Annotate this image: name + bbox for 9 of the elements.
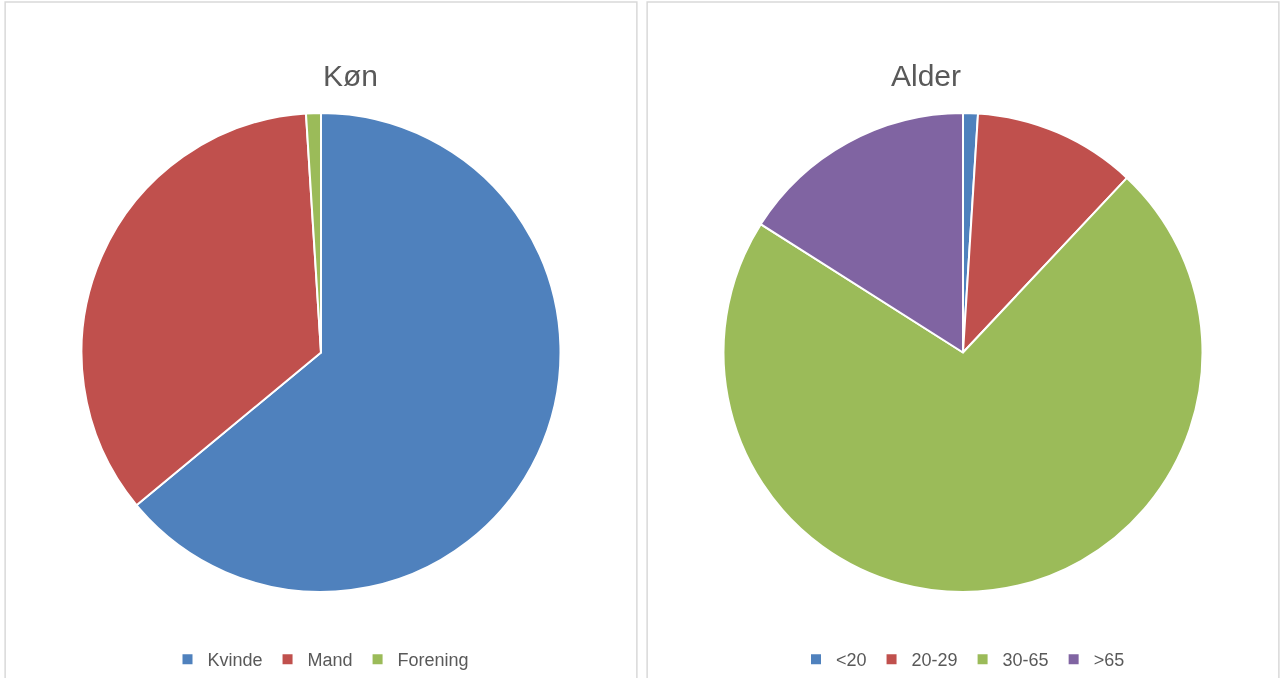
- legend-label: Mand: [307, 650, 353, 671]
- chart-title: Alder: [891, 59, 962, 92]
- chart-title: Køn: [323, 59, 379, 92]
- legend-label: >65: [1093, 650, 1125, 671]
- legend-label: Kvinde: [207, 650, 263, 671]
- legend-label: 20-29: [911, 650, 958, 671]
- legend-label: Forening: [397, 650, 469, 671]
- legend-label: 30-65: [1002, 650, 1049, 671]
- legend-label: <20: [836, 650, 867, 671]
